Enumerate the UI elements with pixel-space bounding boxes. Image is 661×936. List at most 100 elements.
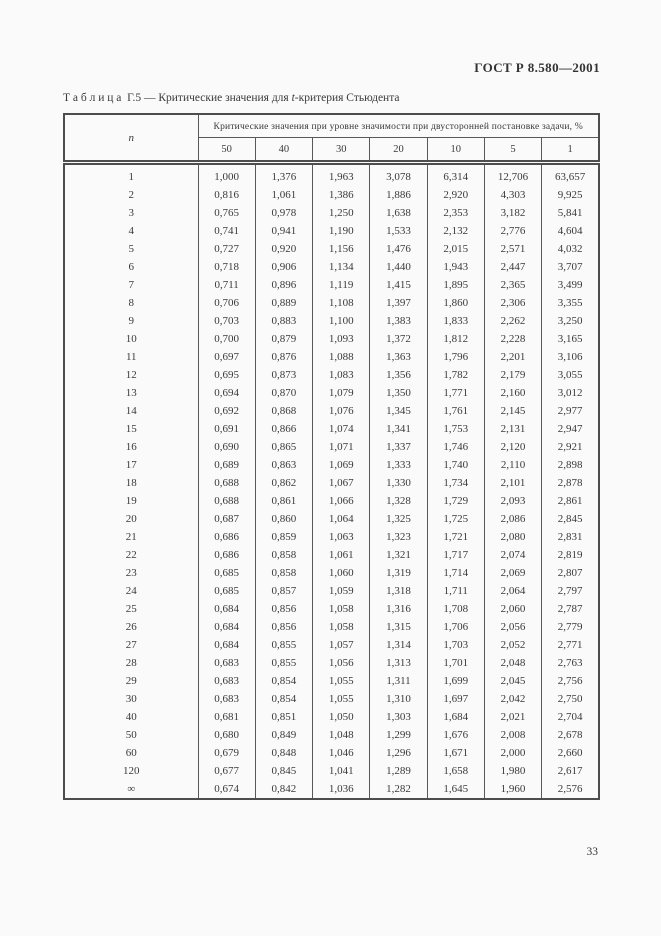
cell-value: 0,706 bbox=[197, 294, 256, 312]
cell-value: 0,697 bbox=[197, 348, 256, 366]
cell-value: 3,078 bbox=[369, 162, 428, 186]
cell-value: 2,101 bbox=[483, 474, 542, 492]
cell-value: 0,688 bbox=[197, 492, 256, 510]
cell-value: 1,341 bbox=[369, 420, 428, 438]
cell-value: 1,740 bbox=[426, 456, 485, 474]
cell-value: 0,868 bbox=[254, 402, 313, 420]
cell-value: 2,756 bbox=[541, 672, 599, 690]
cell-value: 1,071 bbox=[312, 438, 370, 456]
cell-value: 0,906 bbox=[254, 258, 313, 276]
table-row: 2 0,816 1,061 1,386 1,886 2,920 4,303 9,925 bbox=[64, 186, 599, 204]
cell-value: 0,849 bbox=[254, 726, 313, 744]
table-row: 14 0,692 0,868 1,076 1,345 1,761 2,145 2,977 bbox=[64, 402, 599, 420]
cell-value: 0,683 bbox=[197, 690, 256, 708]
cell-value: 2,069 bbox=[483, 564, 542, 582]
cell-n: 8 bbox=[128, 297, 135, 309]
cell-value: 1,701 bbox=[426, 654, 485, 672]
cell-value: 2,110 bbox=[483, 456, 542, 474]
cell-value: 1,056 bbox=[312, 654, 370, 672]
cell-value: 2,021 bbox=[483, 708, 542, 726]
cell-value: 1,058 bbox=[312, 600, 370, 618]
cell-value: 1,063 bbox=[312, 528, 370, 546]
cell-n: 60 bbox=[125, 747, 137, 759]
cell-value: 1,069 bbox=[312, 456, 370, 474]
cell-value: 0,854 bbox=[254, 672, 313, 690]
cell-value: 1,963 bbox=[312, 162, 370, 186]
cell-value: 1,533 bbox=[369, 222, 428, 240]
column-header-level-10: 10 bbox=[426, 137, 485, 165]
cell-value: 0,695 bbox=[197, 366, 256, 384]
table-header: n Критические значения при уровне значим… bbox=[64, 114, 599, 165]
cell-value: 1,350 bbox=[369, 384, 428, 402]
cell-value: 2,228 bbox=[483, 330, 542, 348]
cell-value: 2,831 bbox=[541, 528, 599, 546]
cell-value: 1,036 bbox=[312, 780, 370, 799]
table-row: 10 0,700 0,879 1,093 1,372 1,812 2,228 3,165 bbox=[64, 330, 599, 348]
cell-value: 1,376 bbox=[254, 162, 313, 186]
cell-n: 29 bbox=[125, 675, 137, 687]
table-row: 9 0,703 0,883 1,100 1,383 1,833 2,262 3,250 bbox=[64, 312, 599, 330]
cell-value: 2,921 bbox=[541, 438, 599, 456]
cell-n: 6 bbox=[128, 261, 135, 273]
cell-value: 0,859 bbox=[254, 528, 313, 546]
column-header-n: n bbox=[64, 114, 199, 165]
cell-value: 0,854 bbox=[254, 690, 313, 708]
cell-value: 1,064 bbox=[312, 510, 370, 528]
cell-value: 0,685 bbox=[197, 564, 256, 582]
cell-n: 16 bbox=[125, 441, 137, 453]
cell-value: 0,718 bbox=[197, 258, 256, 276]
cell-value: 0,727 bbox=[197, 240, 256, 258]
cell-value: 1,313 bbox=[369, 654, 428, 672]
cell-value: 2,750 bbox=[541, 690, 599, 708]
cell-value: 0,858 bbox=[254, 546, 313, 564]
cell-value: 0,700 bbox=[197, 330, 256, 348]
cell-n: 14 bbox=[125, 405, 137, 417]
table-caption-prefix: Т а б л и ц а Г.5 — Критические значения… bbox=[63, 92, 292, 104]
cell-value: 1,316 bbox=[369, 600, 428, 618]
cell-value: 2,617 bbox=[541, 762, 599, 780]
cell-value: 5,841 bbox=[541, 204, 599, 222]
cell-value: 1,345 bbox=[369, 402, 428, 420]
cell-n: 20 bbox=[125, 513, 137, 525]
cell-n: 5 bbox=[128, 243, 135, 255]
cell-value: 3,106 bbox=[541, 348, 599, 366]
cell-value: 1,708 bbox=[426, 600, 485, 618]
cell-value: 0,691 bbox=[197, 420, 256, 438]
cell-value: 0,862 bbox=[254, 474, 313, 492]
cell-value: 1,645 bbox=[426, 780, 485, 799]
cell-value: 2,045 bbox=[483, 672, 542, 690]
table-row: 19 0,688 0,861 1,066 1,328 1,729 2,093 2,861 bbox=[64, 492, 599, 510]
cell-value: 2,845 bbox=[541, 510, 599, 528]
cell-value: 2,074 bbox=[483, 546, 542, 564]
table-row: 21 0,686 0,859 1,063 1,323 1,721 2,080 2,831 bbox=[64, 528, 599, 546]
cell-value: 1,383 bbox=[369, 312, 428, 330]
cell-value: 1,190 bbox=[312, 222, 370, 240]
cell-value: 0,856 bbox=[254, 600, 313, 618]
cell-n: 11 bbox=[125, 351, 137, 363]
cell-value: 1,782 bbox=[426, 366, 485, 384]
table-row: 25 0,684 0,856 1,058 1,316 1,708 2,060 2,787 bbox=[64, 600, 599, 618]
cell-value: 1,658 bbox=[426, 762, 485, 780]
cell-n: 18 bbox=[125, 477, 137, 489]
cell-value: 1,943 bbox=[426, 258, 485, 276]
cell-value: 0,941 bbox=[254, 222, 313, 240]
standard-designation: ГОСТ Р 8.580—2001 bbox=[474, 60, 600, 75]
cell-value: 1,796 bbox=[426, 348, 485, 366]
cell-value: 0,686 bbox=[197, 528, 256, 546]
cell-value: 1,746 bbox=[426, 438, 485, 456]
table-row: 8 0,706 0,889 1,108 1,397 1,860 2,306 3,355 bbox=[64, 294, 599, 312]
cell-n: 120 bbox=[123, 765, 140, 777]
table-row: 50 0,680 0,849 1,048 1,299 1,676 2,008 2,678 bbox=[64, 726, 599, 744]
cell-value: 1,697 bbox=[426, 690, 485, 708]
cell-value: 2,080 bbox=[483, 528, 542, 546]
cell-value: 1,753 bbox=[426, 420, 485, 438]
cell-value: 1,000 bbox=[197, 162, 256, 186]
cell-value: 1,734 bbox=[426, 474, 485, 492]
table-row: 17 0,689 0,863 1,069 1,333 1,740 2,110 2,898 bbox=[64, 456, 599, 474]
table-row: 3 0,765 0,978 1,250 1,638 2,353 3,182 5,841 bbox=[64, 204, 599, 222]
table-row: 27 0,684 0,855 1,057 1,314 1,703 2,052 2,771 bbox=[64, 636, 599, 654]
cell-value: 1,059 bbox=[312, 582, 370, 600]
cell-value: 3,182 bbox=[483, 204, 542, 222]
cell-value: 0,683 bbox=[197, 654, 256, 672]
